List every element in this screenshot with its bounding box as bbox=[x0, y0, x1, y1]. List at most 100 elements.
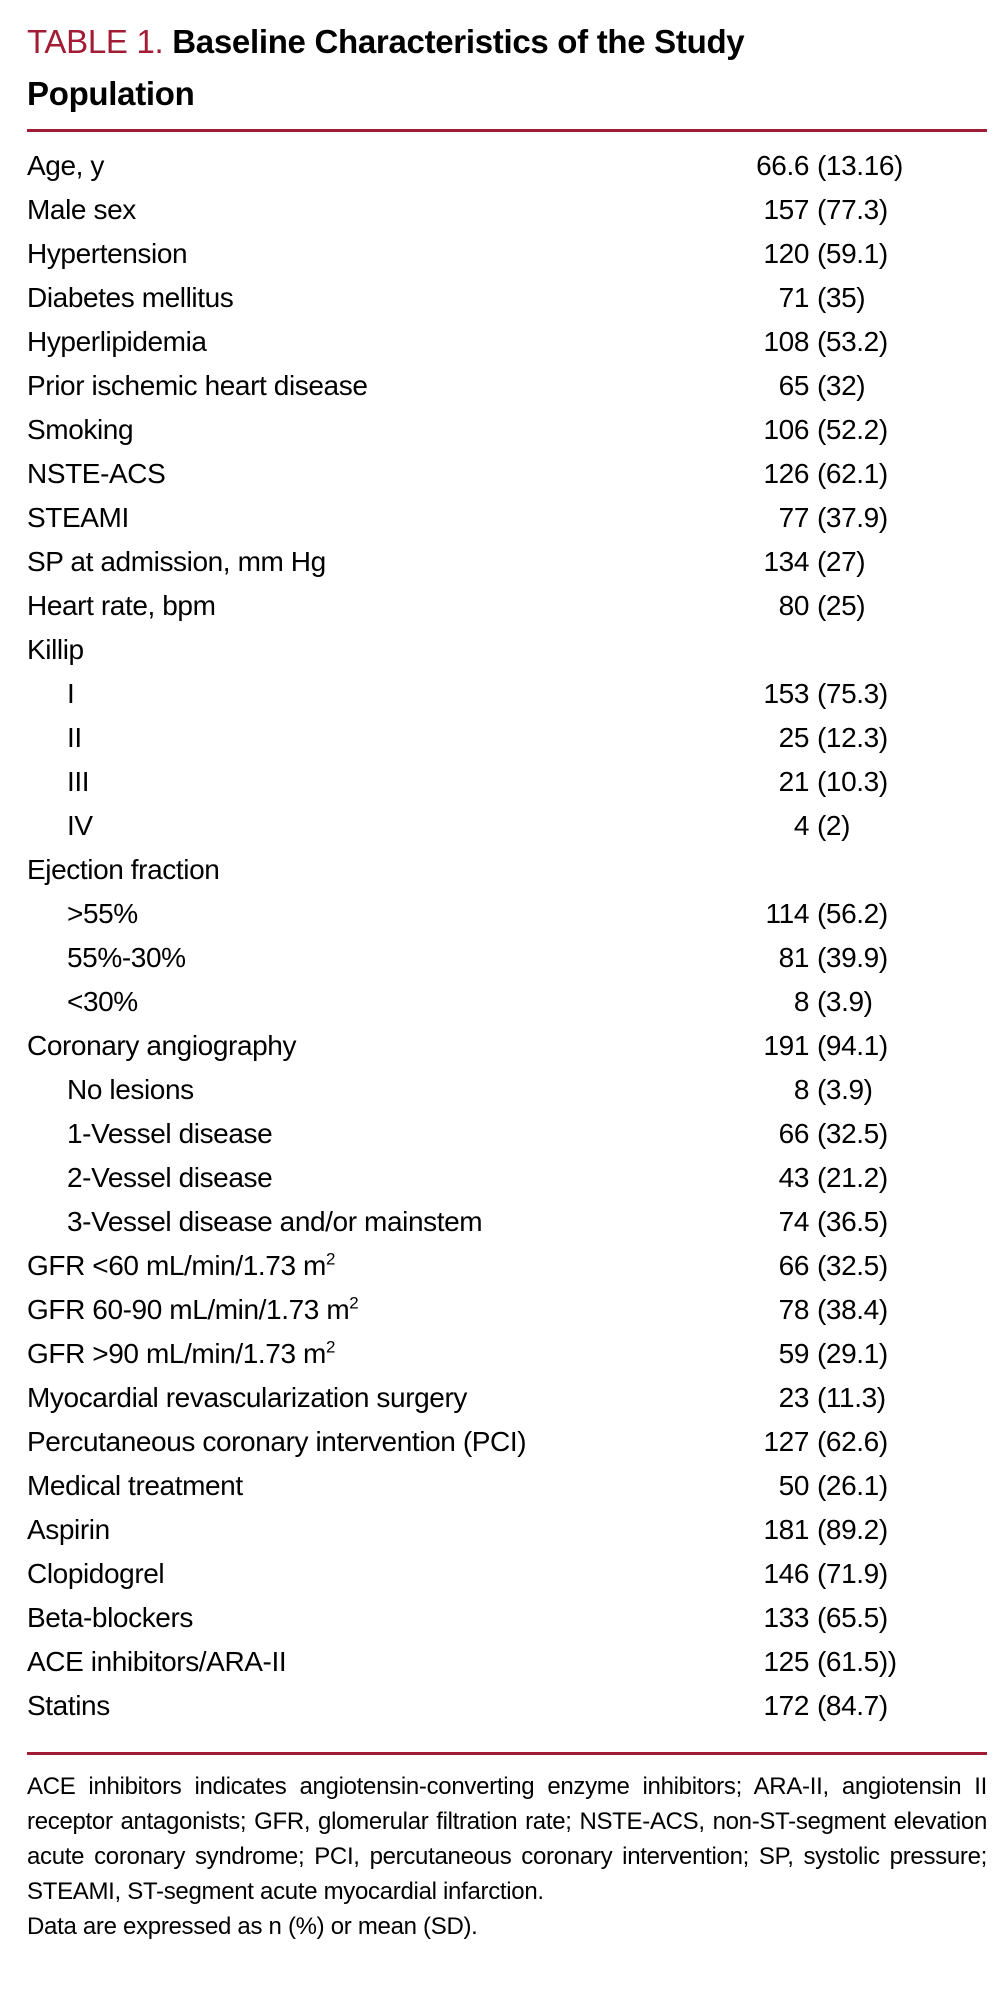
value-count: 181 bbox=[763, 1514, 809, 1545]
row-value: 127 (62.6) bbox=[737, 1426, 987, 1458]
value-percent: (62.1) bbox=[817, 458, 888, 489]
value-count: 106 bbox=[763, 414, 809, 445]
value-percent: (56.2) bbox=[817, 898, 888, 929]
value-percent: (53.2) bbox=[817, 326, 888, 357]
row-value: 8 (3.9) bbox=[737, 1074, 987, 1106]
row-label: GFR 60-90 mL/min/1.73 m2 bbox=[27, 1294, 359, 1325]
value-count: 59 bbox=[778, 1338, 810, 1369]
table-row: 3-Vessel disease and/or mainstem 74 (36.5) bbox=[27, 1200, 987, 1244]
row-label: I bbox=[67, 678, 75, 709]
row-label: Aspirin bbox=[27, 1514, 110, 1545]
row-value: 157 (77.3) bbox=[737, 194, 987, 226]
value-count: 153 bbox=[763, 678, 809, 709]
row-value: 106 (52.2) bbox=[737, 414, 987, 446]
row-label: STEAMI bbox=[27, 502, 129, 533]
value-count: 21 bbox=[778, 766, 810, 797]
row-label: Ejection fraction bbox=[27, 854, 220, 885]
row-label: Coronary angiography bbox=[27, 1030, 297, 1061]
row-label: GFR >90 mL/min/1.73 m2 bbox=[27, 1338, 335, 1369]
row-value: 133 (65.5) bbox=[737, 1602, 987, 1634]
table-row: Clopidogrel 146 (71.9) bbox=[27, 1552, 987, 1596]
table-row: Beta-blockers 133 (65.5) bbox=[27, 1596, 987, 1640]
table-title-line2: Population bbox=[27, 75, 195, 112]
row-value: 153 (75.3) bbox=[737, 678, 987, 710]
row-label: 3-Vessel disease and/or mainstem bbox=[67, 1206, 483, 1237]
value-count: 23 bbox=[778, 1382, 810, 1413]
value-count: 133 bbox=[763, 1602, 809, 1633]
value-count: 4 bbox=[793, 810, 810, 841]
value-count: 74 bbox=[778, 1206, 810, 1237]
row-value: 8 (3.9) bbox=[737, 986, 987, 1018]
value-count: 134 bbox=[763, 546, 809, 577]
row-label: GFR <60 mL/min/1.73 m2 bbox=[27, 1250, 335, 1281]
row-value: 120 (59.1) bbox=[737, 238, 987, 270]
table-row: II 25 (12.3) bbox=[27, 716, 987, 760]
value-percent: (2) bbox=[817, 810, 851, 841]
value-count: 114 bbox=[765, 898, 810, 929]
table-row: Myocardial revascularization surgery 23 (1… bbox=[27, 1376, 987, 1420]
row-value: 181 (89.2) bbox=[737, 1514, 987, 1546]
row-value: 21 (10.3) bbox=[737, 766, 987, 798]
value-count: 50 bbox=[778, 1470, 810, 1501]
value-count: 108 bbox=[763, 326, 809, 357]
table-row: Aspirin 181 (89.2) bbox=[27, 1508, 987, 1552]
row-value: 80 (25) bbox=[737, 590, 987, 622]
row-value: 125 (61.5)) bbox=[737, 1646, 987, 1678]
value-percent: (59.1) bbox=[817, 238, 888, 269]
row-label: Age, y bbox=[27, 150, 104, 181]
table-row: Hypertension 120 (59.1) bbox=[27, 232, 987, 276]
table-body: Age, y 66.6 (13.16) Male sex 157 (77.3) Hypert… bbox=[27, 132, 987, 1738]
value-percent: (32) bbox=[817, 370, 866, 401]
value-percent: (32.5) bbox=[817, 1118, 888, 1149]
table-row: No lesions 8 (3.9) bbox=[27, 1068, 987, 1112]
table-row: Diabetes mellitus 71 (35) bbox=[27, 276, 987, 320]
row-label: IV bbox=[67, 810, 93, 841]
value-percent: (27) bbox=[817, 546, 866, 577]
value-percent: (62.6) bbox=[817, 1426, 888, 1457]
row-value: 114 (56.2) bbox=[737, 898, 987, 930]
table-row: GFR 60-90 mL/min/1.73 m2 78 (38.4) bbox=[27, 1288, 987, 1332]
row-label: <30% bbox=[67, 986, 138, 1017]
table-row: 2-Vessel disease 43 (21.2) bbox=[27, 1156, 987, 1200]
row-value: 108 (53.2) bbox=[737, 326, 987, 358]
value-percent: (52.2) bbox=[817, 414, 888, 445]
value-count: 71 bbox=[778, 282, 810, 313]
row-label: SP at admission, mm Hg bbox=[27, 546, 326, 577]
value-percent: (32.5) bbox=[817, 1250, 888, 1281]
row-label: ACE inhibitors/ARA-II bbox=[27, 1646, 287, 1677]
table-row: GFR <60 mL/min/1.73 m2 66 (32.5) bbox=[27, 1244, 987, 1288]
row-label: Smoking bbox=[27, 414, 134, 445]
row-value: 50 (26.1) bbox=[737, 1470, 987, 1502]
table-row: NSTE-ACS 126 (62.1) bbox=[27, 452, 987, 496]
value-percent: (38.4) bbox=[817, 1294, 888, 1325]
abbreviations-footnote: ACE inhibitors indicates angiotensin-con… bbox=[27, 1773, 987, 1905]
row-value: 191 (94.1) bbox=[737, 1030, 987, 1062]
value-count: 157 bbox=[763, 194, 809, 225]
row-value: 81 (39.9) bbox=[737, 942, 987, 974]
row-value: 146 (71.9) bbox=[737, 1558, 987, 1590]
row-value bbox=[737, 634, 987, 666]
row-label: No lesions bbox=[67, 1074, 194, 1105]
table-row: STEAMI 77 (37.9) bbox=[27, 496, 987, 540]
table-row: Statins 172 (84.7) bbox=[27, 1684, 987, 1728]
row-label: Male sex bbox=[27, 194, 136, 225]
row-value: 126 (62.1) bbox=[737, 458, 987, 490]
value-percent: (71.9) bbox=[817, 1558, 888, 1589]
value-percent: (21.2) bbox=[817, 1162, 888, 1193]
row-value: 78 (38.4) bbox=[737, 1294, 987, 1326]
data-format-footnote: Data are expressed as n (%) or mean (SD)… bbox=[27, 1913, 478, 1940]
row-value: 65 (32) bbox=[737, 370, 987, 402]
value-count: 126 bbox=[763, 458, 809, 489]
row-label: >55% bbox=[67, 898, 138, 929]
table-title-block: TABLE 1. Baseline Characteristics of the… bbox=[27, 16, 927, 120]
value-percent: (11.3) bbox=[817, 1382, 886, 1413]
table-footnotes: ACE inhibitors indicates angiotensin-con… bbox=[27, 1755, 987, 1944]
value-count: 8 bbox=[793, 986, 810, 1017]
table-row: >55% 114 (56.2) bbox=[27, 892, 987, 936]
table-row: <30% 8 (3.9) bbox=[27, 980, 987, 1024]
row-value: 134 (27) bbox=[737, 546, 987, 578]
value-count: 66 bbox=[778, 1250, 810, 1281]
value-percent: (61.5)) bbox=[817, 1646, 897, 1677]
table-row: Age, y 66.6 (13.16) bbox=[27, 144, 987, 188]
value-percent: (37.9) bbox=[817, 502, 888, 533]
